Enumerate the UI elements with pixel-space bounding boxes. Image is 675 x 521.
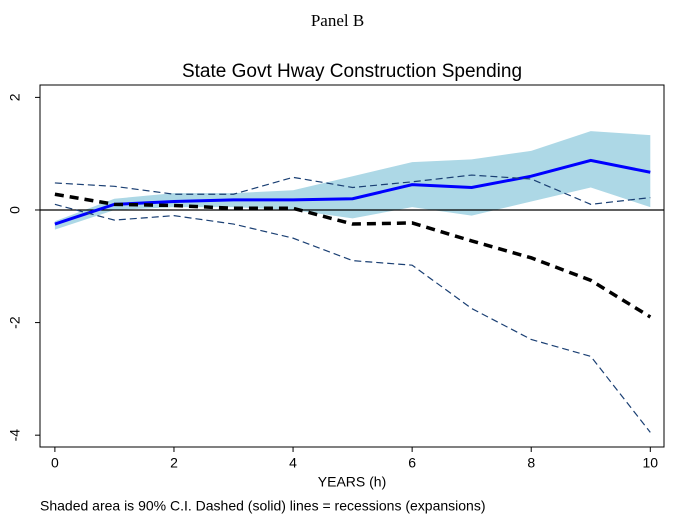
note: Shaded area is 90% C.I. Dashed (solid) l…	[40, 498, 486, 514]
x-tick-label: 2	[170, 455, 178, 471]
panel-title: Panel B	[311, 11, 364, 30]
series-line	[54, 203, 651, 433]
x-tick-label: 6	[408, 455, 416, 471]
series-line	[54, 192, 652, 319]
series-line	[54, 158, 651, 226]
y-tick-label: -2	[7, 316, 23, 329]
x-tick-label: 10	[643, 455, 659, 471]
chart-title: State Govt Hway Construction Spending	[182, 61, 522, 82]
series-line	[54, 174, 651, 205]
x-tick-label: 0	[51, 455, 59, 471]
y-tick-label: 2	[7, 93, 23, 101]
y-tick-label: 0	[7, 206, 23, 214]
plot-frame	[39, 84, 665, 448]
y-tick-label: -4	[7, 429, 23, 442]
x-tick-label: 8	[527, 455, 535, 471]
x-tick-label: 4	[289, 455, 297, 471]
x-axis-label: YEARS (h)	[318, 474, 386, 490]
confidence-band	[54, 131, 651, 230]
